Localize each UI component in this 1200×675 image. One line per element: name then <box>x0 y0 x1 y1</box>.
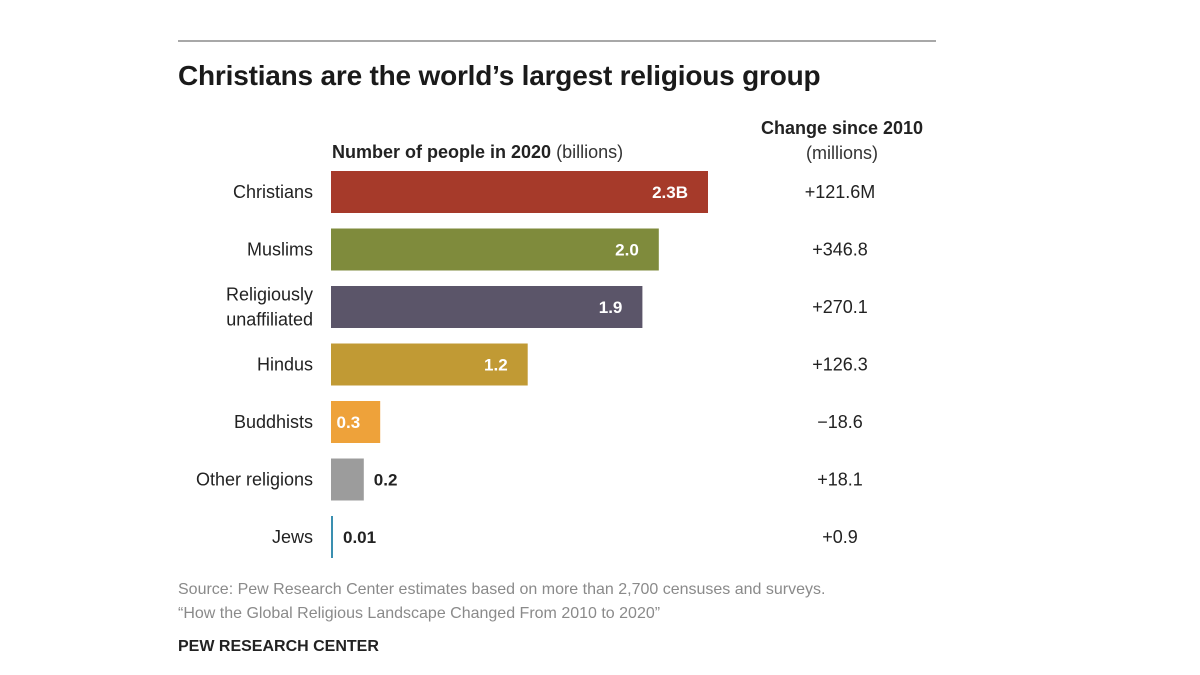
category-label-line: Hindus <box>257 355 313 375</box>
source-line-2: “How the Global Religious Landscape Chan… <box>178 605 661 622</box>
bar <box>331 516 333 558</box>
change-header-label: Change since 2010 <box>760 118 924 138</box>
source-line-1: Source: Pew Research Center estimates ba… <box>178 581 826 598</box>
bar-row: Jews 0.01 +0.9 <box>272 516 858 558</box>
value-label: 1.9 <box>599 298 623 317</box>
category-label-line: unaffiliated <box>226 310 313 330</box>
change-value: +0.9 <box>822 527 858 547</box>
source-note: Source: Pew Research Center estimates ba… <box>178 578 825 626</box>
category-label: Jews <box>272 527 313 547</box>
change-value: +18.1 <box>817 470 863 490</box>
bar <box>331 171 708 213</box>
category-label: Muslims <box>247 240 313 260</box>
category-label: Christians <box>233 182 313 202</box>
bars-header-label: Number of people in 2020 <box>332 142 552 162</box>
organization-credit: PEW RESEARCH CENTER <box>178 638 379 655</box>
category-label-line: Jews <box>272 527 313 547</box>
bar-row: Religiously unaffiliated 1.9 +270.1 <box>226 285 868 330</box>
category-label: Hindus <box>257 355 313 375</box>
bar-row: Muslims 2.0 +346.8 <box>247 228 868 271</box>
value-label: 2.0 <box>615 241 639 260</box>
category-label-line: Other religions <box>196 470 313 490</box>
bar-row: Christians 2.3B +121.6M <box>233 171 875 213</box>
change-header-unit: (millions) <box>806 143 878 163</box>
change-value: +121.6M <box>805 182 876 202</box>
category-label-line: Muslims <box>247 240 313 260</box>
change-value: +346.8 <box>812 240 868 260</box>
category-label-line: Buddhists <box>234 412 313 432</box>
category-label-line: Religiously <box>226 285 313 305</box>
bar-row: Buddhists 0.3 −18.6 <box>234 401 863 443</box>
value-label: 0.01 <box>343 528 376 547</box>
change-column-header: Change since 2010 (millions) <box>732 116 952 166</box>
bar <box>331 458 364 501</box>
change-value: +126.3 <box>812 355 868 375</box>
category-label: Buddhists <box>234 412 313 432</box>
category-label: Other religions <box>196 470 313 490</box>
change-value: +270.1 <box>812 297 868 317</box>
category-label: Religiously unaffiliated <box>226 285 313 330</box>
bars-header-unit: (billions) <box>556 142 624 162</box>
top-rule <box>178 40 936 42</box>
bar <box>331 228 659 271</box>
value-label: 0.3 <box>337 413 361 432</box>
bar <box>331 401 381 443</box>
value-label: 2.3B <box>652 183 688 202</box>
chart-title: Christians are the world’s largest relig… <box>178 60 821 91</box>
bars-column-header: Number of people in 2020 (billions) <box>332 142 623 163</box>
change-value: −18.6 <box>817 412 863 432</box>
value-label: 0.2 <box>374 471 398 490</box>
bar <box>331 286 643 328</box>
bar-row: Hindus 1.2 +126.3 <box>257 343 868 386</box>
category-label-line: Christians <box>233 182 313 202</box>
bar-row: Other religions 0.2 +18.1 <box>196 458 863 501</box>
value-label: 1.2 <box>484 356 508 375</box>
bar <box>331 343 528 386</box>
